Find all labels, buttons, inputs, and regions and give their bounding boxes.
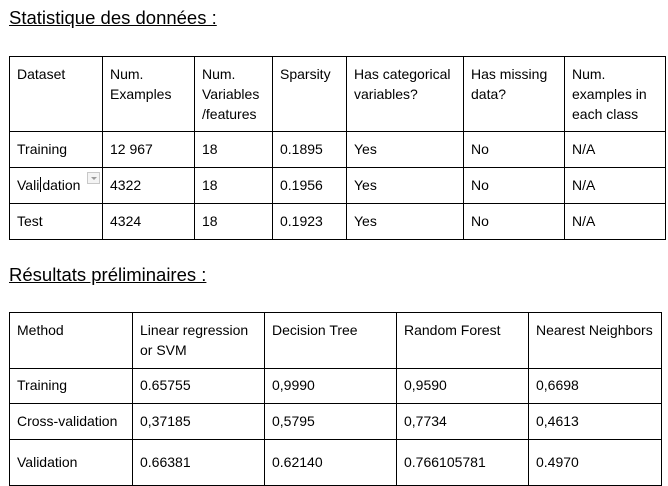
table-cell[interactable]: Yes: [346, 203, 464, 240]
table-cell[interactable]: Yes: [346, 131, 464, 168]
header-cell[interactable]: Dataset: [9, 56, 103, 132]
table-cell[interactable]: No: [463, 203, 565, 240]
header-cell[interactable]: Decision Tree: [264, 312, 397, 369]
table-cell[interactable]: 12 967: [102, 131, 195, 168]
table-cell[interactable]: 18: [194, 203, 273, 240]
table-cell[interactable]: 0.65755: [132, 368, 265, 404]
table-cell[interactable]: 0,9590: [396, 368, 529, 404]
table-cell[interactable]: 0,6698: [528, 368, 662, 404]
text-cursor: [40, 177, 42, 192]
header-cell[interactable]: Num. Examples: [102, 56, 195, 132]
table-header-row: Method Linear regression or SVM Decision…: [9, 312, 662, 369]
table-cell[interactable]: 0.4970: [528, 439, 662, 486]
table-cell[interactable]: Test: [9, 203, 103, 240]
stats-heading: Statistique des données :: [9, 7, 217, 28]
table-header-row: Dataset Num. Examples Num. Variables /fe…: [9, 56, 666, 132]
header-cell[interactable]: Has categorical variables?: [346, 56, 464, 132]
table-cell-active[interactable]: Vali dation: [9, 167, 103, 204]
table-cell[interactable]: 0.66381: [132, 439, 265, 486]
table-cell[interactable]: N/A: [564, 203, 666, 240]
results-table: Method Linear regression or SVM Decision…: [9, 312, 662, 486]
table-row: Vali dation 4322 18 0.1956 Yes No N/A: [9, 167, 666, 204]
table-cell[interactable]: Training: [9, 368, 133, 404]
header-cell[interactable]: Random Forest: [396, 312, 529, 369]
dataset-stats-table: Dataset Num. Examples Num. Variables /fe…: [9, 56, 666, 240]
table-row: Training 0.65755 0,9990 0,9590 0,6698: [9, 368, 662, 404]
table-cell[interactable]: 18: [194, 131, 273, 168]
table-row: Test 4324 18 0.1923 Yes No N/A: [9, 203, 666, 240]
table-cell[interactable]: N/A: [564, 131, 666, 168]
table-cell[interactable]: Yes: [346, 167, 464, 204]
table-cell[interactable]: Training: [9, 131, 103, 168]
header-cell[interactable]: Num. Variables /features: [194, 56, 273, 132]
table-cell[interactable]: 18: [194, 167, 273, 204]
dropdown-arrow-icon[interactable]: [87, 172, 100, 184]
table-cell[interactable]: 0.766105781: [396, 439, 529, 486]
table-cell[interactable]: 0.1895: [272, 131, 347, 168]
header-cell[interactable]: Linear regression or SVM: [132, 312, 265, 369]
cell-text-end: dation: [42, 177, 81, 193]
header-cell[interactable]: Num. examples in each class: [564, 56, 666, 132]
table-cell[interactable]: 0,9990: [264, 368, 397, 404]
table-cell[interactable]: No: [463, 131, 565, 168]
table-row: Cross-validation 0,37185 0,5795 0,7734 0…: [9, 403, 662, 440]
results-heading: Résultats préliminaires :: [9, 264, 207, 285]
table-cell[interactable]: 4322: [102, 167, 195, 204]
table-cell[interactable]: 0,7734: [396, 403, 529, 440]
table-cell[interactable]: Validation: [9, 439, 133, 486]
table-cell[interactable]: 0.1956: [272, 167, 347, 204]
table-cell[interactable]: 0,5795: [264, 403, 397, 440]
table-cell[interactable]: No: [463, 167, 565, 204]
header-cell[interactable]: Has missing data?: [463, 56, 565, 132]
table-row: Training 12 967 18 0.1895 Yes No N/A: [9, 131, 666, 168]
table-cell[interactable]: 0.1923: [272, 203, 347, 240]
table-cell[interactable]: Cross-validation: [9, 403, 133, 440]
header-cell[interactable]: Method: [9, 312, 133, 369]
table-cell[interactable]: 0,4613: [528, 403, 662, 440]
table-cell[interactable]: 0.62140: [264, 439, 397, 486]
table-cell[interactable]: N/A: [564, 167, 666, 204]
cell-text-start: Vali: [17, 177, 40, 193]
table-cell[interactable]: 0,37185: [132, 403, 265, 440]
header-cell[interactable]: Nearest Neighbors: [528, 312, 662, 369]
header-cell[interactable]: Sparsity: [272, 56, 347, 132]
table-cell[interactable]: 4324: [102, 203, 195, 240]
table-row: Validation 0.66381 0.62140 0.766105781 0…: [9, 439, 662, 486]
